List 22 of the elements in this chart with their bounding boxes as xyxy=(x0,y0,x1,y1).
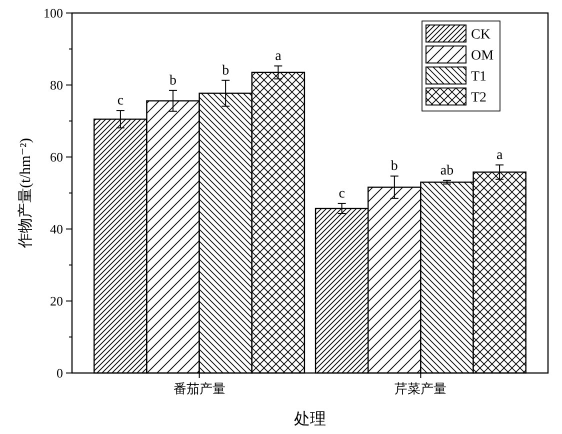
data-label: a xyxy=(496,148,504,163)
data-label: b xyxy=(222,63,230,78)
data-label: ab xyxy=(440,163,454,178)
y-tick-label: 60 xyxy=(50,150,63,165)
x-tick-label: 番茄产量 xyxy=(173,381,226,396)
data-label: b xyxy=(170,73,177,88)
data-label: a xyxy=(275,48,282,64)
y-tick-label: 0 xyxy=(56,366,63,381)
data-label: c xyxy=(117,94,124,109)
x-tick-label: 芹菜产量 xyxy=(394,381,447,396)
legend-label: OM xyxy=(471,48,494,64)
y-axis-title: 作物产量(t/hm⁻²) xyxy=(17,138,34,249)
y-tick-label: 40 xyxy=(50,222,63,237)
data-label: b xyxy=(390,159,398,174)
y-tick-label: 80 xyxy=(50,78,63,93)
legend-label: CK xyxy=(471,27,490,42)
legend-label: T1 xyxy=(471,69,487,84)
y-tick-label: 100 xyxy=(44,6,63,21)
data-label: c xyxy=(338,186,345,202)
legend-label: T2 xyxy=(471,90,487,106)
y-tick-label: 20 xyxy=(50,294,63,309)
x-axis-title: 处理 xyxy=(294,410,326,428)
